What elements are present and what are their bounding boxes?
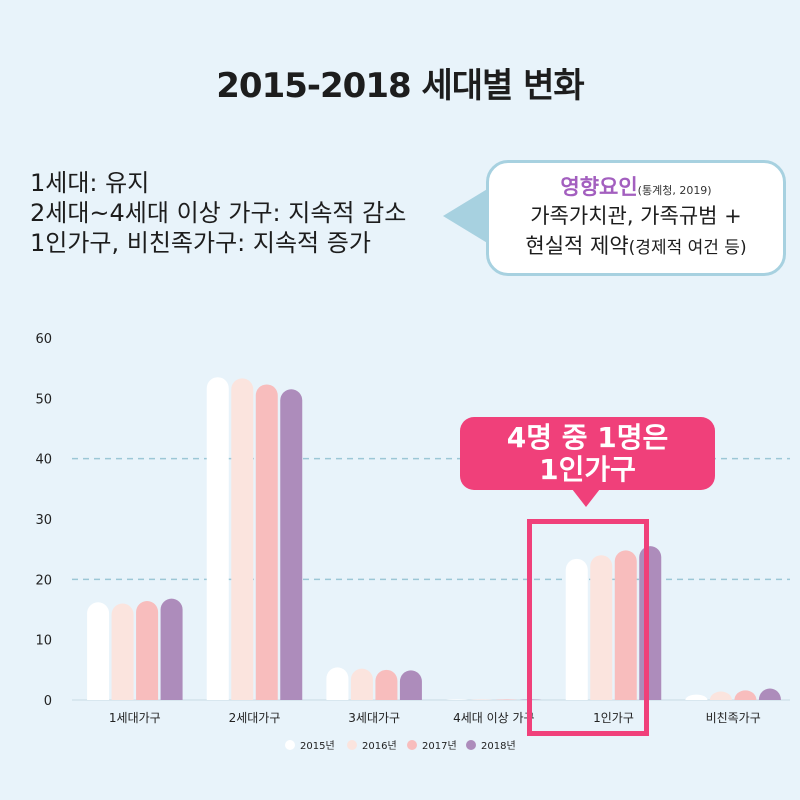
badge-line-2: 1인가구 xyxy=(539,453,636,486)
bar-1-3 xyxy=(280,389,303,700)
y-tick-label-30: 30 xyxy=(35,513,52,528)
bar-1-1 xyxy=(231,378,254,700)
x-tick-label-2: 3세대가구 xyxy=(348,711,400,725)
influence-callout: 영향요인(통계청, 2019) 가족가치관, 가족규범 + 현실적 제약(경제적… xyxy=(486,160,786,276)
legend-label-3: 2018년 xyxy=(481,740,516,752)
bar-5-1 xyxy=(709,691,732,700)
bar-3-0 xyxy=(446,699,469,700)
callout-line-2-small: (경제적 여건 등) xyxy=(628,238,747,258)
summary-line-1: 1세대: 유지 xyxy=(30,169,150,197)
bar-4-2 xyxy=(614,550,637,700)
bar-5-3 xyxy=(758,688,781,700)
callout-line-2: 현실적 제약(경제적 여건 등) xyxy=(489,231,783,263)
callout-pointer xyxy=(443,188,489,244)
legend-swatch-1 xyxy=(347,740,357,750)
y-tick-label-20: 20 xyxy=(35,573,52,588)
summary-line-3: 1인가구, 비친족가구: 지속적 증가 xyxy=(30,229,371,257)
bar-1-2 xyxy=(255,384,278,700)
bar-0-3 xyxy=(160,598,183,700)
y-tick-label-50: 50 xyxy=(35,392,52,407)
bar-0-2 xyxy=(136,601,159,700)
callout-line-2-main: 현실적 제약 xyxy=(525,234,629,258)
bar-3-1 xyxy=(470,699,493,700)
x-tick-label-3: 4세대 이상 가구 xyxy=(453,711,535,725)
chart-title: 2015-2018 세대별 변화 xyxy=(216,66,584,106)
summary-text: 1세대: 유지 2세대~4세대 이상 가구: 지속적 감소 1인가구, 비친족가… xyxy=(30,168,406,258)
x-tick-label-5: 비친족가구 xyxy=(706,711,761,725)
x-tick-label-4: 1인가구 xyxy=(593,711,634,725)
bar-5-0 xyxy=(685,694,708,700)
y-tick-label-10: 10 xyxy=(35,634,52,649)
x-tick-label-0: 1세대가구 xyxy=(109,711,161,725)
callout-heading: 영향요인(통계청, 2019) xyxy=(489,171,783,201)
legend-label-0: 2015년 xyxy=(300,740,335,752)
x-axis-labels: 1세대가구 2세대가구 3세대가구 4세대 이상 가구 1인가구 비친족가구 xyxy=(109,711,761,725)
y-axis-ticks: 0 10 20 30 40 50 60 xyxy=(35,332,52,709)
y-tick-label-60: 60 xyxy=(35,332,52,347)
y-tick-label-40: 40 xyxy=(35,453,52,468)
bar-2-3 xyxy=(399,670,422,700)
bar-4-1 xyxy=(590,555,613,700)
callout-line-1: 가족가치관, 가족규범 + xyxy=(530,204,742,228)
bars xyxy=(87,377,781,700)
bar-3-2 xyxy=(495,699,518,700)
bar-0-0 xyxy=(87,602,110,700)
legend-swatch-0 xyxy=(285,740,295,750)
callout-heading-text: 영향요인 xyxy=(560,175,638,199)
summary-line-2: 2세대~4세대 이상 가구: 지속적 감소 xyxy=(30,199,407,227)
single-person-badge: 4명 중 1명은 1인가구 xyxy=(460,417,715,490)
y-tick-label-0: 0 xyxy=(44,694,52,709)
x-tick-label-1: 2세대가구 xyxy=(229,711,281,725)
legend-swatch-2 xyxy=(407,740,417,750)
bar-2-0 xyxy=(326,667,349,700)
bar-2-2 xyxy=(375,669,398,700)
bar-1-0 xyxy=(206,377,229,700)
bar-2-1 xyxy=(350,668,373,700)
badge-line-1: 4명 중 1명은 xyxy=(506,421,669,454)
bar-0-1 xyxy=(111,603,134,700)
bar-5-2 xyxy=(734,690,757,700)
badge-pointer xyxy=(572,489,600,507)
legend-swatch-3 xyxy=(466,740,476,750)
single-person-highlight-box xyxy=(527,519,649,736)
bar-4-0 xyxy=(565,558,588,700)
legend-label-1: 2016년 xyxy=(362,740,397,752)
callout-source: (통계청, 2019) xyxy=(637,184,712,197)
legend-label-2: 2017년 xyxy=(422,740,457,752)
legend: 2015년 2016년 2017년 2018년 xyxy=(285,740,516,752)
